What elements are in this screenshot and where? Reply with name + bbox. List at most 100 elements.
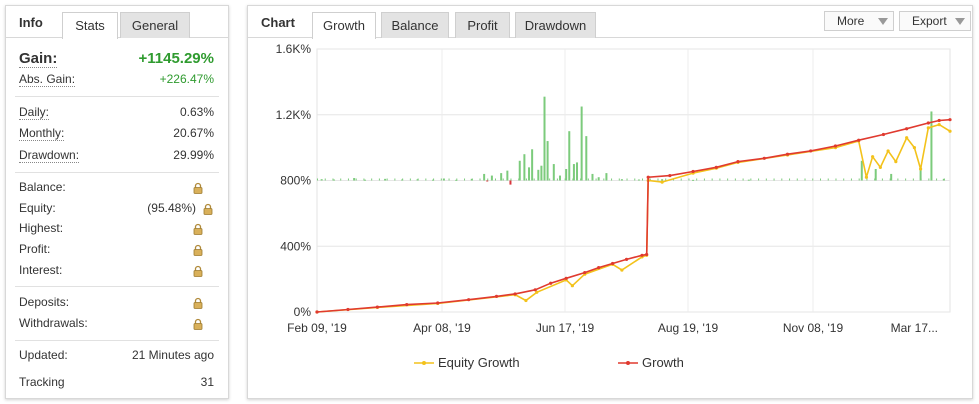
profit-bar-mini: [340, 178, 342, 181]
profit-bar-mini: [812, 178, 814, 181]
profit-bar-mini: [750, 178, 752, 181]
equity-growth-point: [535, 290, 539, 294]
chart-panel: Chart Growth Balance Profit Drawdown Mor…: [247, 5, 973, 399]
deposits-label: Deposits:: [19, 295, 70, 309]
profit-bar: [490, 175, 493, 181]
profit-bar-mini: [556, 178, 558, 181]
profit-bar: [930, 111, 933, 181]
equity-growth-point: [926, 126, 930, 130]
y-tick-label: 0%: [294, 305, 312, 319]
profit-bar-mini: [680, 178, 682, 181]
loss-bar: [486, 180, 489, 182]
profit-bar-mini: [603, 178, 605, 181]
profit-bar-mini: [796, 178, 798, 181]
profit-bar: [546, 141, 549, 181]
gain-value: +1145.29%: [138, 50, 215, 67]
tab-general[interactable]: General: [120, 12, 190, 38]
profit-bar-mini: [595, 178, 597, 181]
growth-point: [597, 266, 601, 270]
equity-growth-point: [948, 129, 952, 133]
growth-point: [494, 294, 499, 298]
growth-chart: 0% 400% 800% 1.2K% 1.6K% Feb 09, '19 Apr 08, '…: [276, 42, 952, 335]
profit-bar-mini: [626, 178, 628, 181]
withdrawals-lock-icon: [193, 318, 203, 330]
profit-bar-mini: [378, 178, 380, 181]
profit-bar: [523, 154, 526, 181]
deposits-row: Deposits:: [19, 295, 214, 311]
profit-bar-mini: [494, 178, 496, 181]
profit-bar: [528, 167, 531, 181]
equity-growth-point: [918, 167, 923, 171]
profit-bar: [637, 179, 640, 181]
profit-bar-mini: [549, 178, 551, 181]
growth-point: [375, 305, 379, 309]
info-panel: Info Stats General Gain: +1145.29% Abs. …: [5, 5, 229, 399]
tab-profit[interactable]: Profit: [455, 12, 510, 38]
equity-growth-point: [912, 146, 917, 150]
profit-bar-mini: [889, 178, 891, 181]
tab-growth[interactable]: Growth: [312, 12, 376, 39]
abs-gain-row: Abs. Gain: +226.47%: [19, 72, 214, 88]
profit-bar-mini: [819, 178, 821, 181]
export-button[interactable]: Export: [899, 11, 971, 31]
profit-bar: [591, 173, 594, 181]
abs-gain-value: +226.47%: [159, 72, 214, 86]
profit-bar-mini: [835, 178, 837, 181]
growth-line: [316, 118, 951, 313]
growth-point: [467, 298, 471, 302]
more-button[interactable]: More: [824, 11, 894, 31]
profit-bar-mini: [905, 178, 907, 181]
profit-bar-mini: [479, 178, 481, 181]
daily-value: 0.63%: [179, 105, 214, 119]
growth-point: [736, 159, 740, 164]
x-tick-label: Jun 17, '19: [536, 321, 595, 335]
profit-bar: [874, 168, 877, 181]
y-tick-label: 400%: [280, 239, 311, 253]
growth-point: [762, 156, 766, 160]
updated-label: Updated:: [19, 348, 68, 362]
profit-bar-mini: [611, 178, 613, 181]
equity-growth-point: [886, 149, 890, 153]
balance-lock-icon: [193, 182, 203, 194]
profit-bar-mini: [433, 178, 435, 181]
x-tick-label: Mar 17...: [891, 321, 938, 335]
profit-bar-mini: [402, 178, 404, 181]
tab-balance[interactable]: Balance: [381, 12, 449, 38]
gain-label[interactable]: Gain:: [19, 50, 58, 68]
profit-label: Profit:: [19, 242, 51, 256]
profit-bar-mini: [773, 178, 775, 181]
updated-value: 21 Minutes ago: [131, 348, 214, 362]
x-tick-label: Feb 09, '19: [287, 321, 347, 335]
profit-bar: [442, 178, 445, 181]
profit-bar: [483, 173, 486, 181]
profit-bar-mini: [533, 178, 535, 181]
profit-bar-mini: [487, 178, 489, 181]
profit-bar-mini: [943, 178, 945, 181]
abs-gain-label[interactable]: Abs. Gain:: [19, 72, 76, 87]
profit-bar-mini: [696, 178, 698, 181]
profit-bar-mini: [541, 178, 543, 181]
daily-label[interactable]: Daily:: [19, 105, 50, 120]
profit-bar-mini: [657, 178, 659, 181]
monthly-label[interactable]: Monthly:: [19, 126, 65, 141]
growth-point: [533, 288, 537, 292]
y-tick-label: 1.6K%: [276, 42, 312, 56]
profit-bar-mini: [518, 178, 520, 181]
withdrawals-row: Withdrawals:: [19, 316, 214, 332]
tab-stats[interactable]: Stats: [62, 12, 118, 39]
profit-bar-mini: [564, 178, 566, 181]
tracking-row: Tracking 31: [19, 375, 214, 391]
profit-bar: [353, 178, 356, 181]
export-label: Export: [912, 14, 947, 28]
profit-bar: [363, 179, 366, 181]
profit-bar-mini: [827, 178, 829, 181]
chevron-down-icon: [955, 18, 965, 25]
profit-bar-mini: [789, 178, 791, 181]
tab-drawdown[interactable]: Drawdown: [515, 12, 596, 38]
growth-point: [549, 281, 553, 285]
drawdown-label[interactable]: Drawdown:: [19, 148, 80, 163]
profit-bar-mini: [881, 178, 883, 181]
profit-bar-mini: [456, 178, 458, 181]
gain-row: Gain: +1145.29%: [19, 50, 214, 70]
profit-bar-mini: [858, 178, 860, 181]
